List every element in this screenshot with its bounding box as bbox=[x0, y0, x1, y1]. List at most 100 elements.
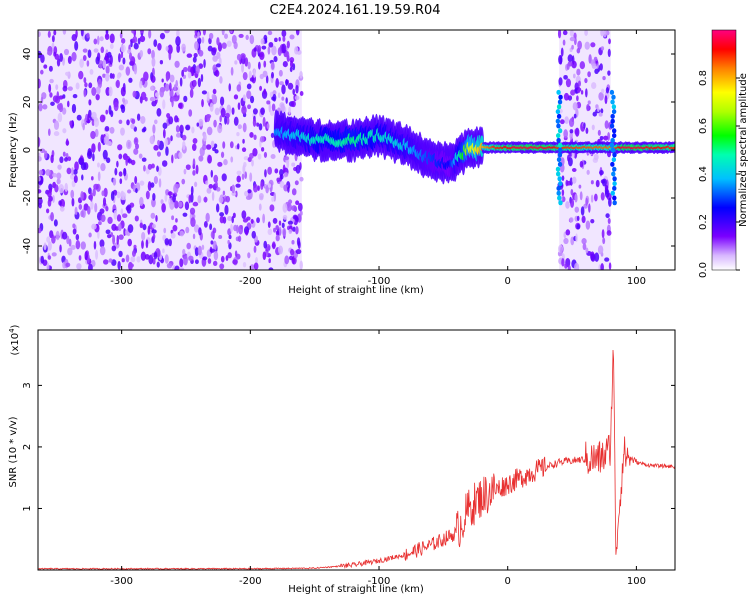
noise-blob bbox=[242, 94, 246, 102]
noise-blob bbox=[230, 223, 233, 233]
boundary-streak bbox=[556, 185, 561, 191]
noise-blob bbox=[118, 234, 124, 240]
noise-blob bbox=[219, 212, 225, 217]
noise-blob bbox=[174, 153, 178, 160]
noise-blob bbox=[212, 227, 217, 234]
noise-blob bbox=[590, 42, 596, 48]
noise-blob bbox=[156, 108, 162, 117]
noise-blob bbox=[55, 230, 60, 241]
noise-blob bbox=[285, 97, 288, 104]
noise-blob bbox=[38, 197, 43, 205]
noise-blob bbox=[165, 74, 169, 82]
noise-blob bbox=[582, 243, 587, 251]
snr-multiplier-close: ) bbox=[10, 324, 21, 328]
noise-blob bbox=[282, 61, 288, 68]
noise-blob bbox=[569, 36, 576, 42]
noise-blob bbox=[157, 43, 162, 51]
noise-blob bbox=[67, 55, 72, 65]
noise-blob bbox=[175, 218, 178, 223]
noise-blob bbox=[62, 128, 67, 134]
noise-blob bbox=[169, 74, 175, 83]
noise-blob bbox=[249, 152, 254, 159]
noise-blob bbox=[257, 185, 260, 191]
noise-blob bbox=[87, 113, 90, 124]
noise-blob bbox=[54, 184, 59, 193]
noise-blob bbox=[164, 138, 168, 148]
noise-blob bbox=[236, 53, 242, 61]
noise-blob bbox=[281, 222, 285, 229]
boundary-streak bbox=[555, 133, 561, 139]
noise-blob bbox=[259, 136, 265, 143]
noise-blob bbox=[133, 126, 138, 132]
noise-blob bbox=[247, 104, 252, 110]
noise-blob bbox=[71, 197, 75, 207]
noise-blob bbox=[573, 113, 577, 119]
noise-blob bbox=[236, 84, 242, 92]
noise-blob bbox=[579, 191, 583, 201]
boundary-streak bbox=[610, 118, 615, 124]
noise-blob bbox=[38, 156, 42, 162]
noise-blob bbox=[51, 235, 56, 244]
noise-blob bbox=[287, 186, 290, 193]
noise-blob bbox=[594, 68, 599, 75]
noise-blob bbox=[590, 253, 596, 262]
noise-blob bbox=[195, 164, 199, 175]
noise-blob bbox=[214, 149, 219, 154]
noise-blob bbox=[220, 151, 225, 158]
noise-blob bbox=[201, 99, 204, 108]
noise-blob bbox=[253, 262, 259, 270]
noise-blob bbox=[134, 215, 139, 222]
noise-blob bbox=[122, 213, 128, 219]
noise-blob bbox=[116, 235, 119, 245]
noise-blob bbox=[253, 47, 257, 52]
noise-region bbox=[38, 30, 302, 270]
noise-blob bbox=[282, 203, 288, 213]
noise-blob bbox=[163, 227, 167, 234]
noise-blob bbox=[288, 255, 294, 261]
noise-blob bbox=[141, 240, 144, 249]
noise-blob bbox=[206, 187, 212, 194]
noise-blob bbox=[272, 90, 277, 96]
noise-blob bbox=[95, 86, 101, 95]
noise-blob bbox=[86, 32, 90, 39]
noise-blob bbox=[237, 102, 241, 110]
noise-blob bbox=[80, 30, 84, 37]
noise-blob bbox=[82, 48, 88, 53]
noise-blob bbox=[214, 107, 220, 116]
noise-blob bbox=[97, 78, 103, 89]
noise-blob bbox=[295, 164, 301, 174]
noise-blob bbox=[99, 239, 105, 248]
noise-blob bbox=[166, 113, 171, 119]
noise-blob bbox=[234, 190, 238, 198]
noise-blob bbox=[179, 230, 185, 237]
noise-blob bbox=[176, 44, 181, 53]
noise-blob bbox=[179, 124, 184, 134]
noise-blob bbox=[90, 200, 94, 210]
noise-blob bbox=[273, 56, 278, 63]
noise-blob bbox=[53, 120, 60, 131]
boundary-streak bbox=[610, 147, 616, 153]
x-tick-label: -200 bbox=[239, 576, 262, 587]
noise-blob bbox=[55, 84, 59, 91]
noise-blob bbox=[175, 132, 182, 138]
noise-blob bbox=[597, 129, 601, 136]
noise-blob bbox=[174, 115, 179, 123]
noise-blob bbox=[46, 262, 50, 270]
noise-blob bbox=[185, 124, 191, 131]
noise-blob bbox=[597, 245, 604, 255]
noise-blob bbox=[198, 155, 204, 162]
noise-blob bbox=[178, 201, 183, 208]
noise-blob bbox=[574, 206, 580, 213]
noise-blob bbox=[249, 172, 253, 182]
noise-blob bbox=[82, 122, 85, 131]
noise-blob bbox=[99, 36, 104, 42]
boundary-streak bbox=[557, 152, 563, 158]
noise-blob bbox=[83, 89, 87, 98]
noise-blob bbox=[162, 122, 168, 129]
noise-blob bbox=[223, 159, 228, 166]
boundary-streak bbox=[610, 190, 615, 196]
noise-blob bbox=[127, 158, 132, 164]
boundary-streak bbox=[612, 181, 617, 187]
noise-blob bbox=[125, 66, 131, 76]
